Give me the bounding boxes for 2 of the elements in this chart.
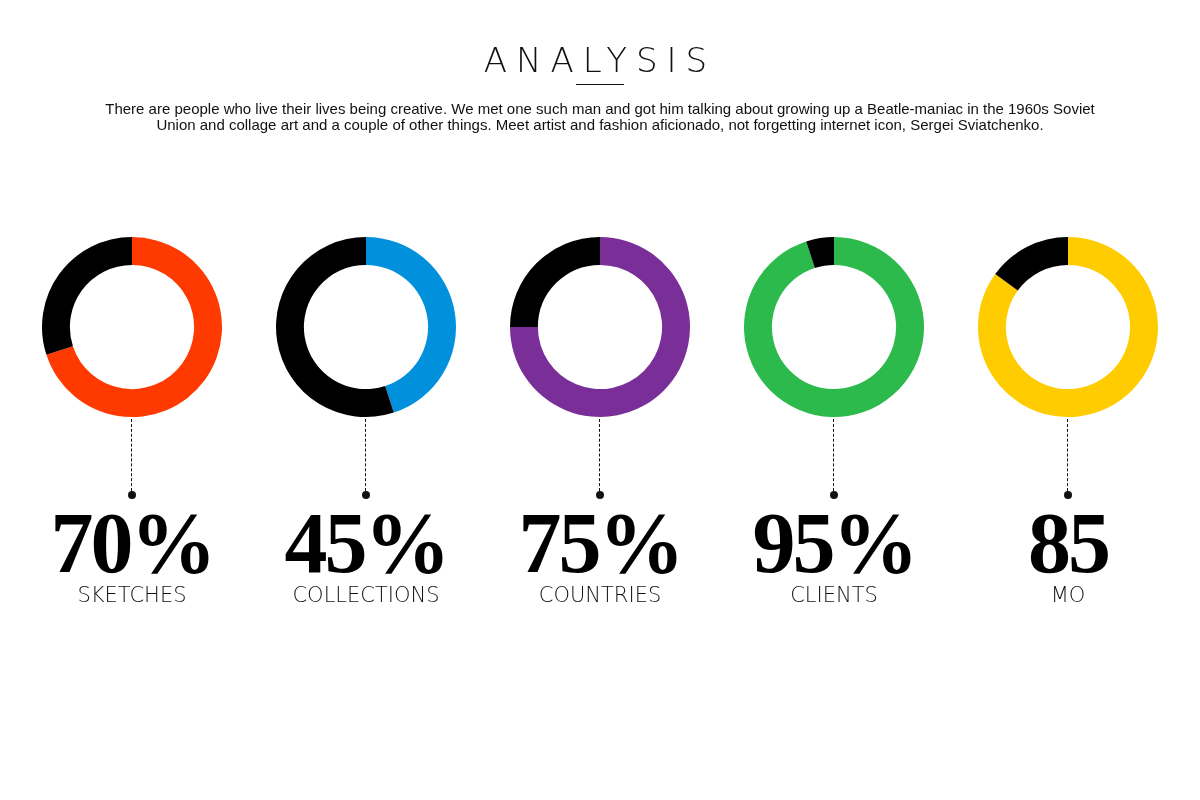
text: ANALYSIS xyxy=(482,40,718,80)
text: There are people who live their lives being creative. We met one such man and got him talking about growing up a Beatle-maniac in the 1960s Soviet Union and collage art and a couple of other things. Meet artist and fashion aficionado, not forgetting internet icon, Sergei Sviatchenko. xyxy=(104,100,1096,133)
